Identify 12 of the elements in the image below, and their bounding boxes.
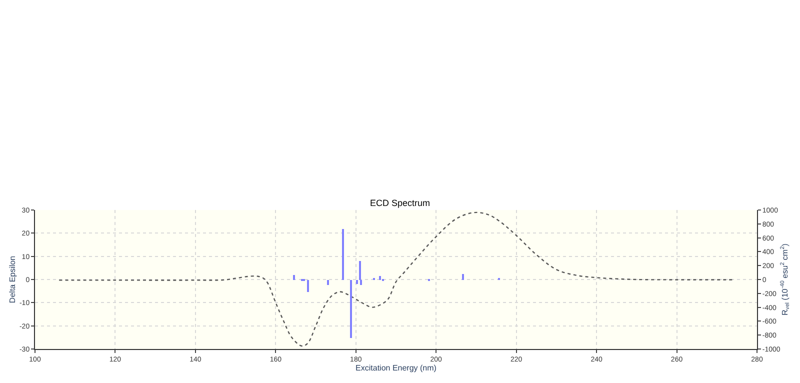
bar — [327, 280, 329, 285]
bar — [356, 280, 358, 284]
bar — [307, 280, 309, 292]
bar — [293, 275, 295, 280]
bar — [379, 276, 381, 280]
bar — [350, 280, 352, 338]
line-series — [58, 212, 734, 347]
bar — [342, 229, 344, 280]
bar — [462, 274, 464, 280]
chart-title: ECD Spectrum — [370, 198, 430, 208]
x-axis-title: Excitation Energy (nm) — [356, 364, 437, 372]
y-axis-title: Delta Epsilon — [8, 256, 18, 304]
